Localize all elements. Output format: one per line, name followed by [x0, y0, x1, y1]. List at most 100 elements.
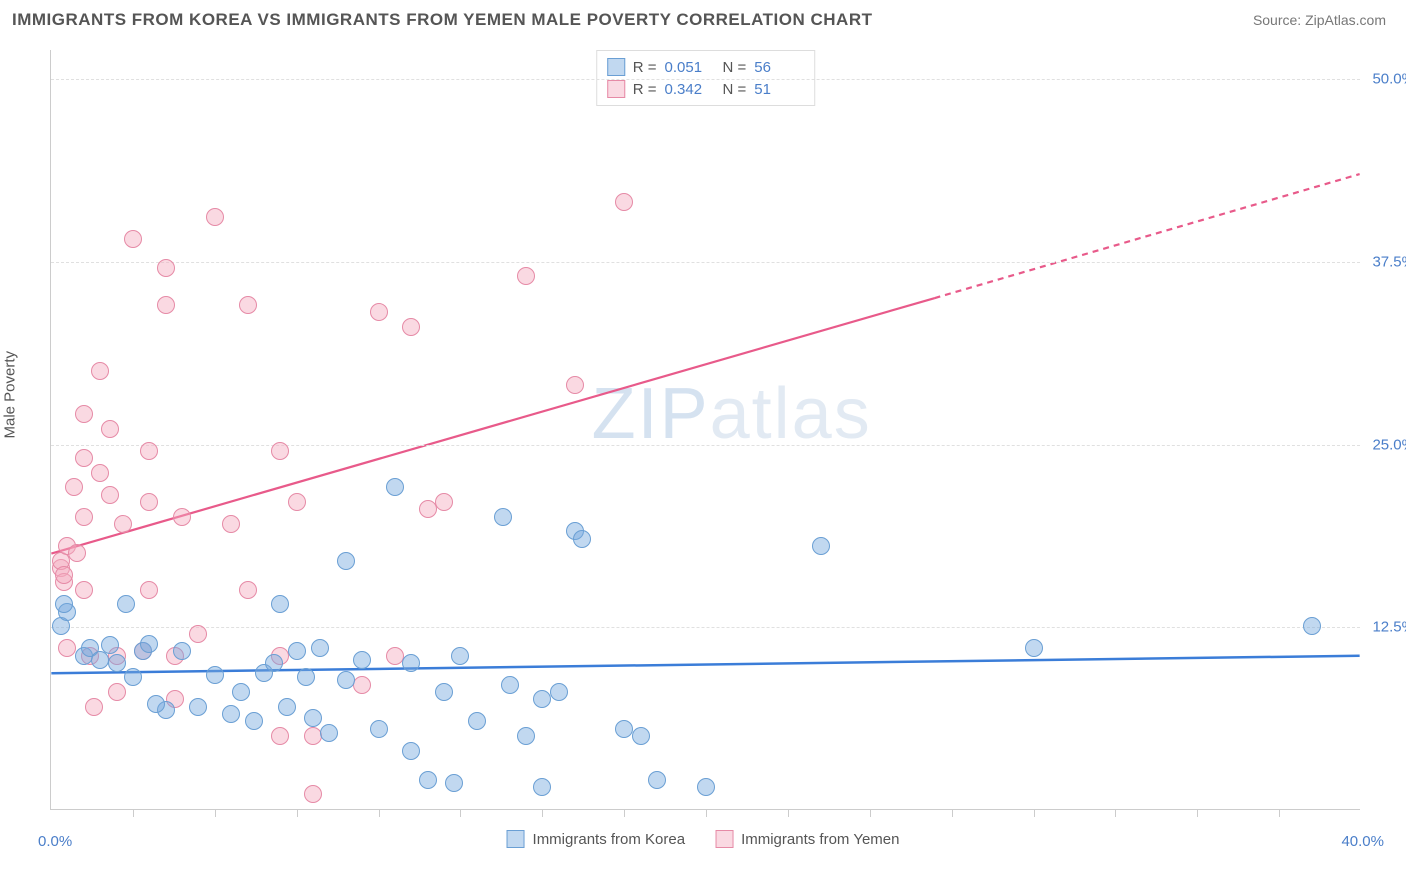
- korea-point: [55, 595, 73, 613]
- yemen-point: [58, 639, 76, 657]
- korea-point: [632, 727, 650, 745]
- yemen-point: [108, 683, 126, 701]
- y-tick-label: 25.0%: [1372, 436, 1406, 453]
- x-tick: [1279, 809, 1280, 817]
- x-tick: [788, 809, 789, 817]
- yemen-point: [615, 193, 633, 211]
- legend-correlation: R =0.051N =56R =0.342N =51: [596, 50, 816, 106]
- korea-point: [222, 705, 240, 723]
- watermark: ZIPatlas: [592, 373, 872, 455]
- yemen-point: [304, 727, 322, 745]
- yemen-point: [68, 544, 86, 562]
- legend-n-value: 51: [754, 81, 804, 98]
- yemen-point: [304, 785, 322, 803]
- yemen-point: [419, 500, 437, 518]
- legend-correlation-row: R =0.342N =51: [607, 78, 805, 100]
- korea-point: [288, 642, 306, 660]
- source-label: Source: ZipAtlas.com: [1253, 12, 1386, 28]
- korea-point: [337, 552, 355, 570]
- yemen-point: [288, 493, 306, 511]
- yemen-point: [222, 515, 240, 533]
- korea-point: [501, 676, 519, 694]
- legend-n-label: N =: [723, 59, 747, 76]
- legend-series-label: Immigrants from Korea: [533, 831, 686, 848]
- x-tick: [379, 809, 380, 817]
- yemen-point: [239, 296, 257, 314]
- yemen-point: [386, 647, 404, 665]
- grid-line: [51, 79, 1360, 80]
- korea-point: [320, 724, 338, 742]
- korea-point: [468, 712, 486, 730]
- grid-line: [51, 262, 1360, 263]
- legend-r-value: 0.051: [665, 59, 715, 76]
- x-tick: [870, 809, 871, 817]
- yemen-point: [101, 486, 119, 504]
- legend-n-label: N =: [723, 81, 747, 98]
- legend-swatch: [507, 830, 525, 848]
- korea-point: [271, 595, 289, 613]
- yemen-point: [140, 581, 158, 599]
- legend-r-label: R =: [633, 81, 657, 98]
- korea-point: [304, 709, 322, 727]
- chart-wrapper: Male Poverty ZIPatlas R = 0.051 N = 56 R = 0.…: [0, 40, 1406, 880]
- yemen-point: [91, 464, 109, 482]
- yemen-point: [271, 727, 289, 745]
- korea-point: [189, 698, 207, 716]
- yemen-point: [75, 405, 93, 423]
- yemen-point: [370, 303, 388, 321]
- korea-point: [648, 771, 666, 789]
- korea-point: [232, 683, 250, 701]
- legend-swatch: [607, 58, 625, 76]
- yemen-point: [140, 442, 158, 460]
- korea-point: [245, 712, 263, 730]
- korea-point: [353, 651, 371, 669]
- y-axis-label: Male Poverty: [2, 351, 19, 439]
- korea-point: [533, 778, 551, 796]
- legend-r-label: R =: [633, 59, 657, 76]
- yemen-point: [75, 508, 93, 526]
- y-tick-label: 37.5%: [1372, 253, 1406, 270]
- x-tick: [133, 809, 134, 817]
- yemen-point: [75, 449, 93, 467]
- x-tick: [297, 809, 298, 817]
- korea-point: [297, 668, 315, 686]
- legend-series-item: Immigrants from Korea: [507, 830, 686, 848]
- korea-point: [337, 671, 355, 689]
- korea-point: [1025, 639, 1043, 657]
- x-tick: [1115, 809, 1116, 817]
- korea-point: [517, 727, 535, 745]
- yemen-point: [114, 515, 132, 533]
- korea-point: [206, 666, 224, 684]
- legend-n-value: 56: [754, 59, 804, 76]
- chart-title: IMMIGRANTS FROM KOREA VS IMMIGRANTS FROM…: [12, 10, 873, 30]
- korea-point: [108, 654, 126, 672]
- yemen-point: [566, 376, 584, 394]
- legend-series: Immigrants from Korea Immigrants from Yem…: [507, 830, 900, 848]
- yemen-point: [65, 478, 83, 496]
- korea-point: [494, 508, 512, 526]
- korea-point: [265, 654, 283, 672]
- y-tick-label: 50.0%: [1372, 71, 1406, 88]
- yemen-point: [55, 566, 73, 584]
- legend-series-item: Immigrants from Yemen: [715, 830, 899, 848]
- x-tick: [1197, 809, 1198, 817]
- legend-swatch: [607, 80, 625, 98]
- korea-point: [812, 537, 830, 555]
- x-axis-max-label: 40.0%: [1341, 833, 1384, 850]
- x-tick: [706, 809, 707, 817]
- korea-point: [435, 683, 453, 701]
- korea-point: [124, 668, 142, 686]
- korea-point: [451, 647, 469, 665]
- korea-point: [278, 698, 296, 716]
- korea-point: [117, 595, 135, 613]
- x-axis-min-label: 0.0%: [38, 833, 72, 850]
- legend-swatch: [715, 830, 733, 848]
- x-tick: [542, 809, 543, 817]
- korea-point: [533, 690, 551, 708]
- korea-point: [386, 478, 404, 496]
- korea-point: [173, 642, 191, 660]
- korea-point: [1303, 617, 1321, 635]
- grid-line: [51, 445, 1360, 446]
- x-tick: [460, 809, 461, 817]
- korea-point: [402, 654, 420, 672]
